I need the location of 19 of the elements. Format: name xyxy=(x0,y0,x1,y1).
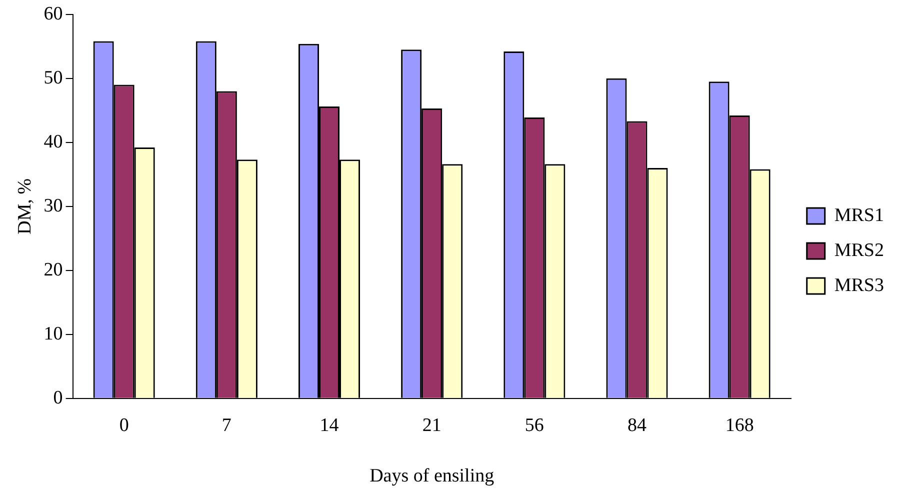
y-tick-label: 50 xyxy=(44,67,63,88)
y-tick-label: 0 xyxy=(53,387,63,408)
y-tick-label: 60 xyxy=(44,3,63,24)
y-tick-label: 10 xyxy=(44,323,63,344)
legend-label: MRS1 xyxy=(834,204,884,226)
x-tick-label: 168 xyxy=(725,414,754,436)
x-tick-label: 21 xyxy=(422,414,442,436)
y-tick-label: 30 xyxy=(44,195,63,216)
legend-label: MRS3 xyxy=(834,274,884,296)
y-axis-title: DM, % xyxy=(14,178,36,234)
x-tick-label: 0 xyxy=(119,414,129,436)
x-axis-title: Days of ensiling xyxy=(370,466,495,487)
y-tick-label: 20 xyxy=(44,259,63,280)
x-tick-label: 56 xyxy=(524,414,544,436)
x-tick-label: 14 xyxy=(320,414,340,436)
y-tick-label: 40 xyxy=(44,131,63,152)
legend-label: MRS2 xyxy=(834,240,884,261)
x-tick-label: 84 xyxy=(627,414,647,436)
x-tick-label: 7 xyxy=(222,414,232,436)
